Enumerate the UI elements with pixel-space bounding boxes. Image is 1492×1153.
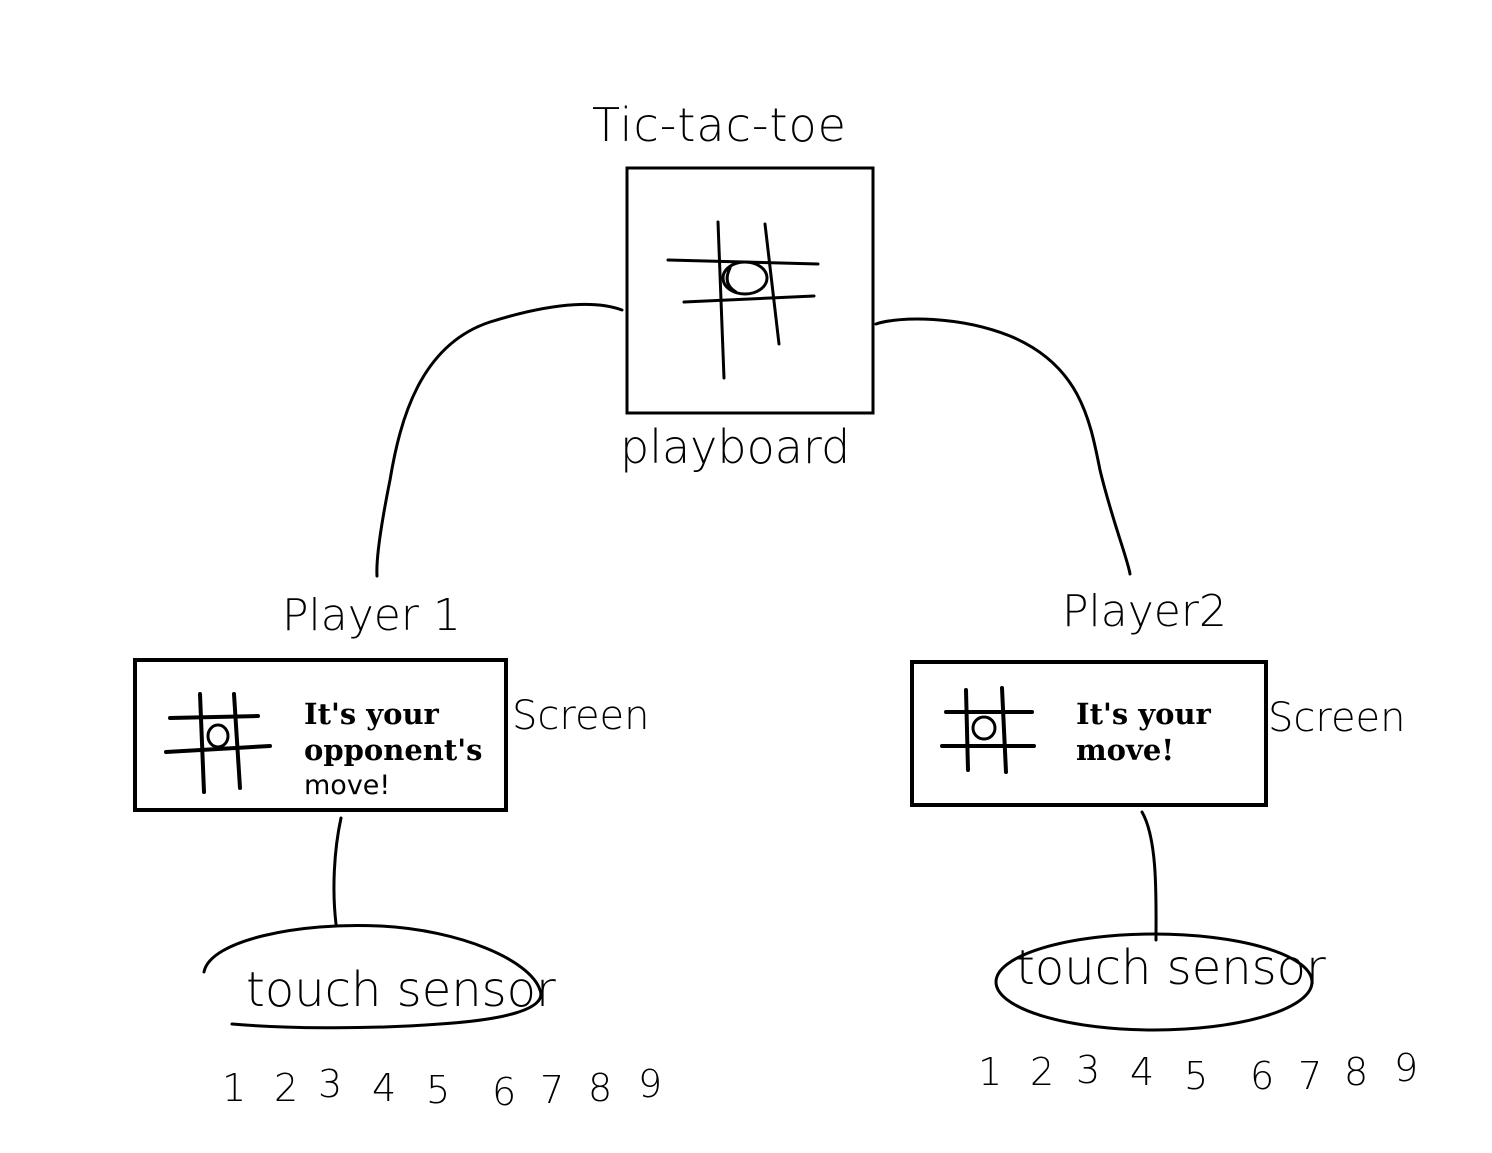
player2-message-line: It's your (1076, 697, 1211, 731)
playboard-o-mark (721, 260, 769, 296)
player2-key[interactable]: 6 (1250, 1054, 1275, 1098)
diagram-title: Tic-tac-toe (592, 98, 847, 152)
player2-key[interactable]: 3 (1076, 1048, 1101, 1092)
playboard-label: playboard (620, 420, 851, 474)
player1-screen-box (133, 658, 508, 812)
player1-key[interactable]: 8 (588, 1066, 613, 1110)
player1-key[interactable]: 2 (274, 1066, 299, 1110)
player2-key[interactable]: 7 (1298, 1054, 1323, 1098)
player1-screen-message: It's your opponent's move! (304, 696, 494, 804)
player2-label: Player2 (1062, 586, 1227, 637)
player2-sensor-label[interactable]: touch sensor (1016, 940, 1326, 996)
player1-message-line: opponent's (304, 733, 483, 767)
player2-message-line: move! (1076, 733, 1175, 767)
player2-key[interactable]: 4 (1130, 1050, 1155, 1094)
sensor2-oval (994, 932, 1314, 1032)
player2-o-mark (971, 715, 997, 741)
playboard-box (625, 166, 875, 415)
player2-key[interactable]: 2 (1030, 1050, 1055, 1094)
player1-o-mark (206, 723, 230, 749)
player1-key[interactable]: 9 (638, 1062, 663, 1106)
player2-key[interactable]: 5 (1184, 1054, 1209, 1098)
player1-key[interactable]: 5 (426, 1068, 451, 1112)
connector-screen2-sensor2 (1140, 810, 1158, 942)
player2-screen-label: Screen (1268, 695, 1406, 741)
player1-screen-grid (164, 692, 272, 794)
player2-key[interactable]: 8 (1344, 1050, 1369, 1094)
player1-key[interactable]: 3 (318, 1062, 343, 1106)
player2-key[interactable]: 1 (978, 1050, 1003, 1094)
player1-key[interactable]: 1 (222, 1066, 247, 1110)
player1-key[interactable]: 7 (540, 1068, 565, 1112)
player1-sensor-label[interactable]: touch sensor (246, 962, 556, 1018)
player1-label: Player 1 (282, 590, 461, 641)
player1-key[interactable]: 6 (492, 1070, 517, 1114)
connector-screen1-sensor1 (332, 816, 343, 926)
player1-screen-label: Screen (512, 693, 650, 739)
player1-message-line: move! (304, 770, 391, 801)
player2-screen-grid (940, 686, 1036, 774)
playboard-grid (666, 220, 820, 380)
connector-playboard-player2 (874, 317, 1132, 576)
player1-message-line: It's your (304, 697, 439, 731)
connector-playboard-player1 (375, 302, 624, 578)
sensor1-oval (202, 923, 543, 1030)
player1-key[interactable]: 4 (372, 1066, 397, 1110)
player2-screen-box (910, 660, 1268, 807)
player2-key[interactable]: 9 (1394, 1046, 1419, 1090)
player2-screen-message: It's your move! (1076, 696, 1256, 768)
